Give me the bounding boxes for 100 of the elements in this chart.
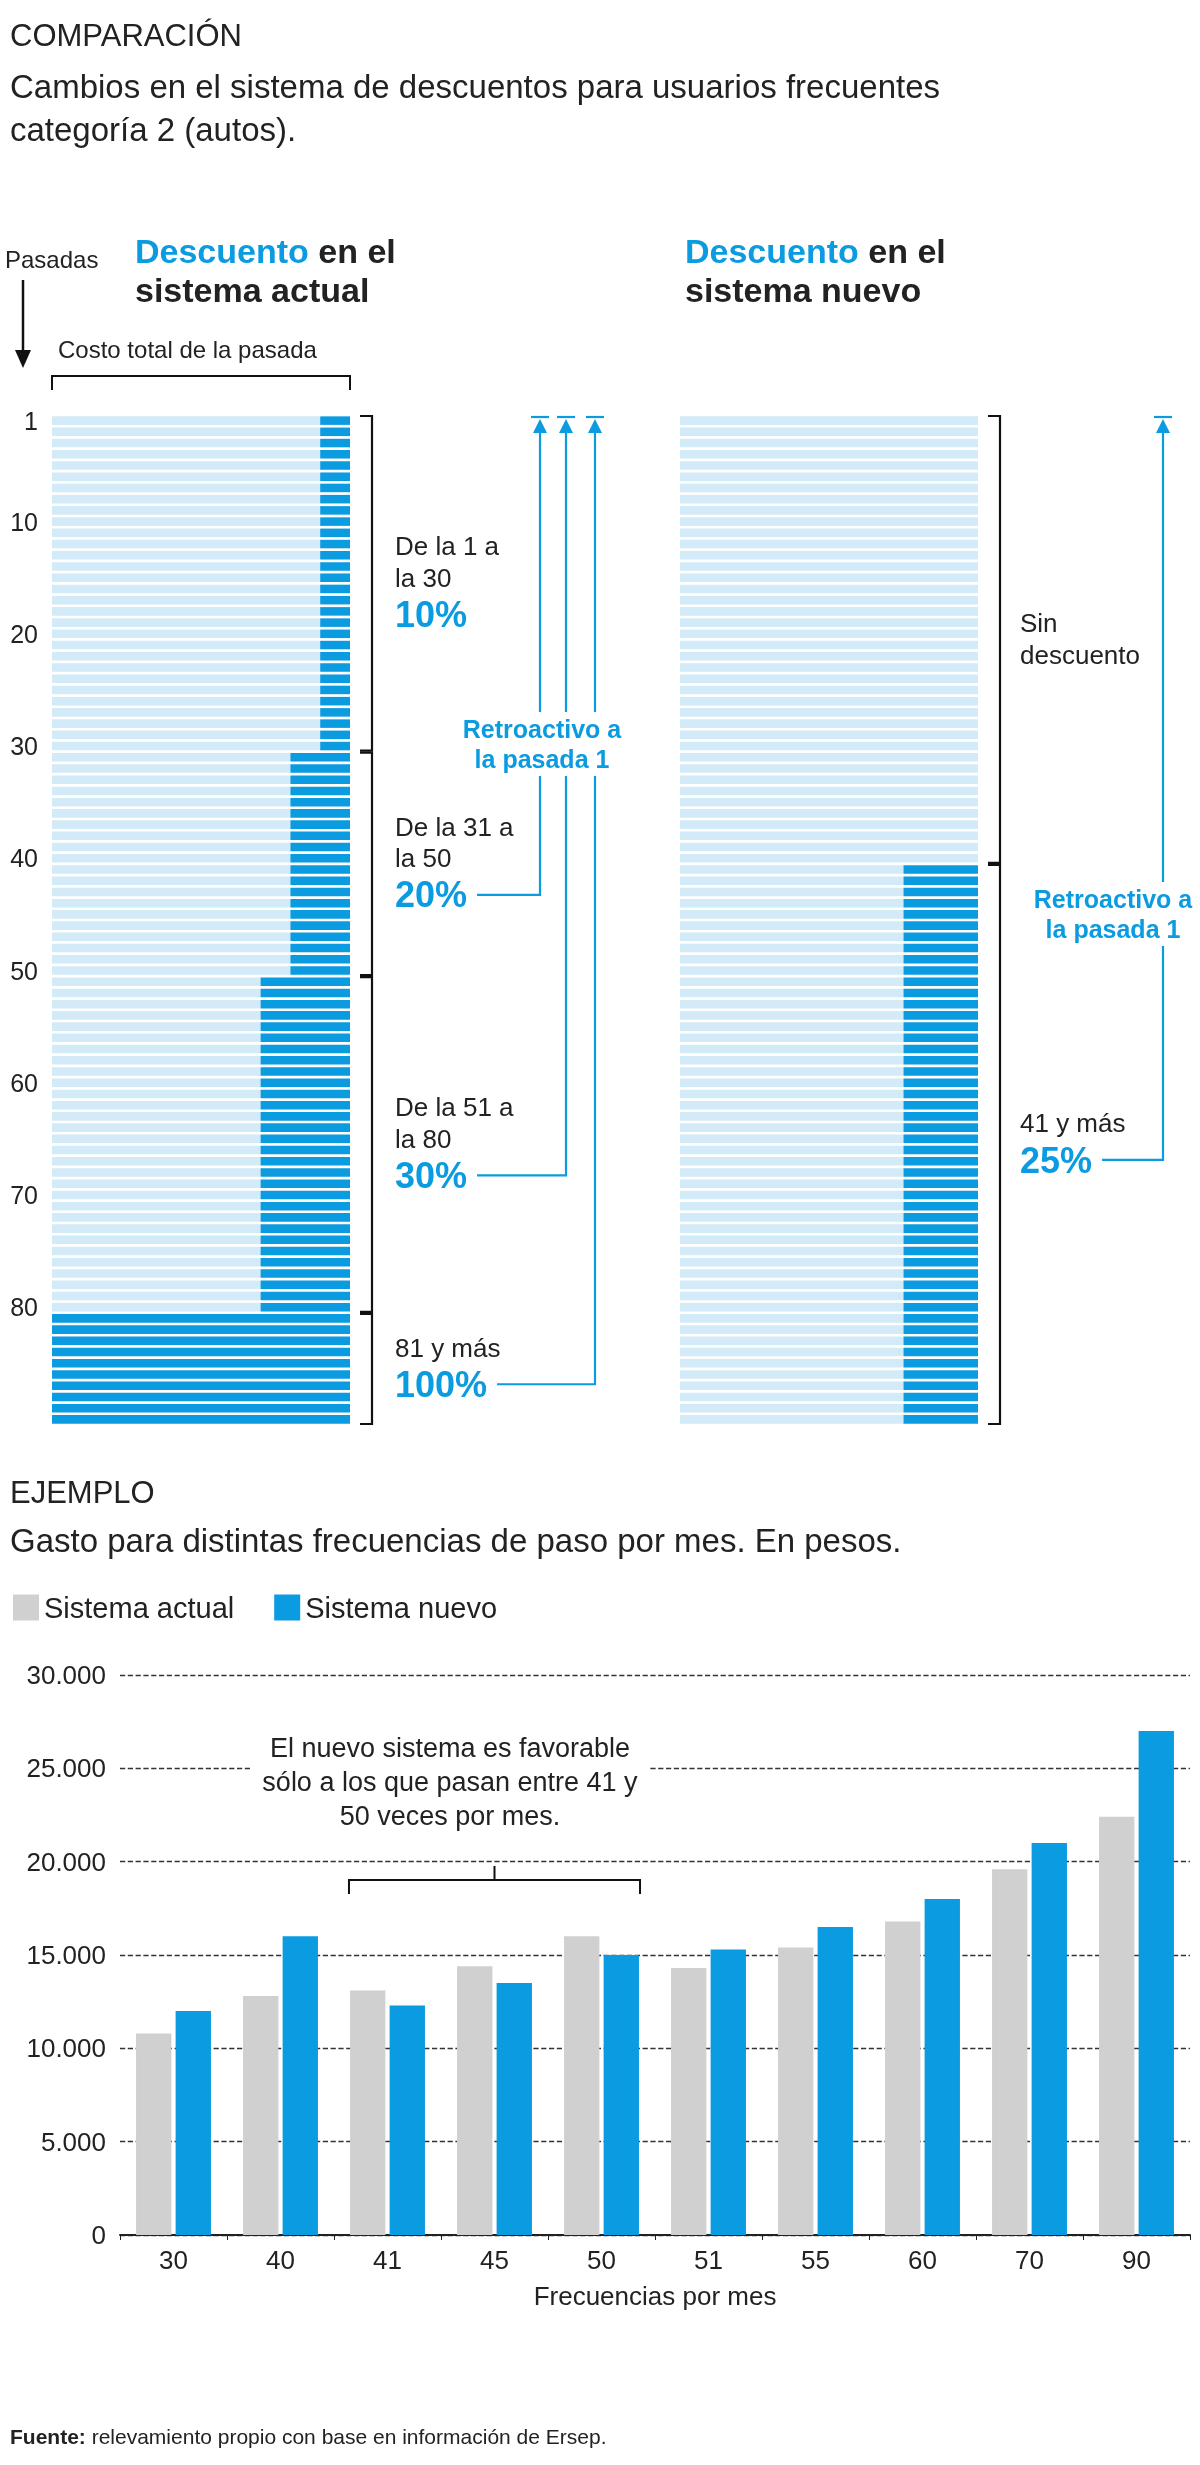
bar [52, 1067, 261, 1076]
bar [52, 988, 261, 998]
bar [290, 831, 350, 841]
bar [52, 696, 321, 706]
chart-title: EJEMPLO [10, 1475, 155, 1511]
bar [320, 618, 350, 627]
bar [52, 921, 291, 930]
bar [52, 416, 321, 425]
bar [52, 1011, 261, 1020]
bar [320, 652, 350, 661]
bar [52, 1392, 350, 1402]
text: Retroactivo a la pasada 1 [462, 712, 622, 776]
bar [52, 584, 321, 594]
text: De la 31 a la 50 [395, 811, 515, 875]
bar [1031, 1843, 1067, 2235]
bar [52, 1078, 261, 1087]
bar [260, 1134, 350, 1144]
bar [52, 663, 321, 672]
bar [290, 753, 350, 762]
bar [320, 461, 350, 470]
chart-title: COMPARACIÓN [10, 18, 242, 54]
bar [320, 438, 350, 448]
bar [778, 1947, 814, 2235]
x-tick-label: 60 [908, 2245, 937, 2275]
bar [52, 562, 321, 571]
bar [260, 1067, 350, 1076]
y-tick-label: 80 [10, 1293, 38, 1322]
x-axis-title: Frecuencias por mes [533, 2281, 777, 2311]
bar [52, 506, 321, 515]
bar [290, 887, 350, 897]
bar [52, 797, 291, 807]
bar [52, 842, 291, 852]
bar [260, 977, 350, 986]
bar [52, 595, 321, 605]
y-tick-label: 40 [10, 844, 38, 873]
bar [175, 2011, 211, 2235]
bar [260, 1022, 350, 1031]
bar [52, 1056, 261, 1065]
bar [290, 842, 350, 852]
bar [260, 1280, 350, 1289]
bar [457, 1966, 493, 2235]
bar [290, 943, 350, 953]
text: Descuento en el sistema nuevo [685, 232, 947, 311]
x-tick-label: 41 [373, 2245, 402, 2275]
bar [52, 1168, 261, 1177]
bar [52, 539, 321, 549]
bar [260, 1112, 350, 1121]
y-tick-label: 10 [10, 507, 38, 536]
bar [320, 741, 350, 751]
bar [320, 528, 350, 538]
bar [260, 1100, 350, 1110]
bar [290, 921, 350, 930]
y-tick-label: 30 [10, 732, 38, 761]
chart-subtitle: Gasto para distintas frecuencias de paso por mes. En pesos. [10, 1521, 903, 1561]
bar [260, 1224, 350, 1233]
bar [52, 517, 321, 526]
bar [52, 551, 321, 560]
bar [290, 955, 350, 964]
bar [52, 764, 291, 773]
bar [52, 685, 321, 695]
bar [320, 719, 350, 728]
bar [52, 719, 321, 728]
y-tick-label: 10.000 [26, 2033, 106, 2064]
bar [260, 988, 350, 998]
bar [320, 450, 350, 459]
bar [290, 876, 350, 885]
bar [260, 1145, 350, 1155]
x-tick-label: 40 [266, 2245, 295, 2275]
bar [320, 584, 350, 594]
bar [52, 1325, 350, 1334]
bar [320, 685, 350, 695]
bar [52, 1100, 261, 1110]
text: 30% [395, 1154, 468, 1196]
text: 25% [1020, 1139, 1093, 1181]
bar [290, 854, 350, 863]
bar [52, 1112, 261, 1121]
bar [260, 1044, 350, 1054]
bar [320, 696, 350, 706]
bar [52, 1403, 350, 1413]
bar [52, 528, 321, 538]
bar [52, 438, 321, 448]
bar [52, 607, 321, 616]
bar [817, 1927, 853, 2235]
bar [290, 910, 350, 919]
x-tick-label: 55 [801, 2245, 830, 2275]
bar [924, 1899, 960, 2235]
text: 81 y más [395, 1332, 502, 1364]
bar [260, 1213, 350, 1222]
bar [52, 809, 291, 818]
bar [52, 1033, 261, 1043]
text: De la 1 a la 30 [395, 531, 501, 594]
y-tick-label: 50 [10, 956, 38, 985]
bar [710, 1949, 746, 2235]
bar [52, 1370, 350, 1379]
bar [260, 1011, 350, 1020]
bar [320, 539, 350, 549]
text: 100% [395, 1363, 488, 1405]
bar [992, 1869, 1028, 2235]
y-tick-label: 15.000 [26, 1940, 106, 1970]
bar [290, 764, 350, 773]
